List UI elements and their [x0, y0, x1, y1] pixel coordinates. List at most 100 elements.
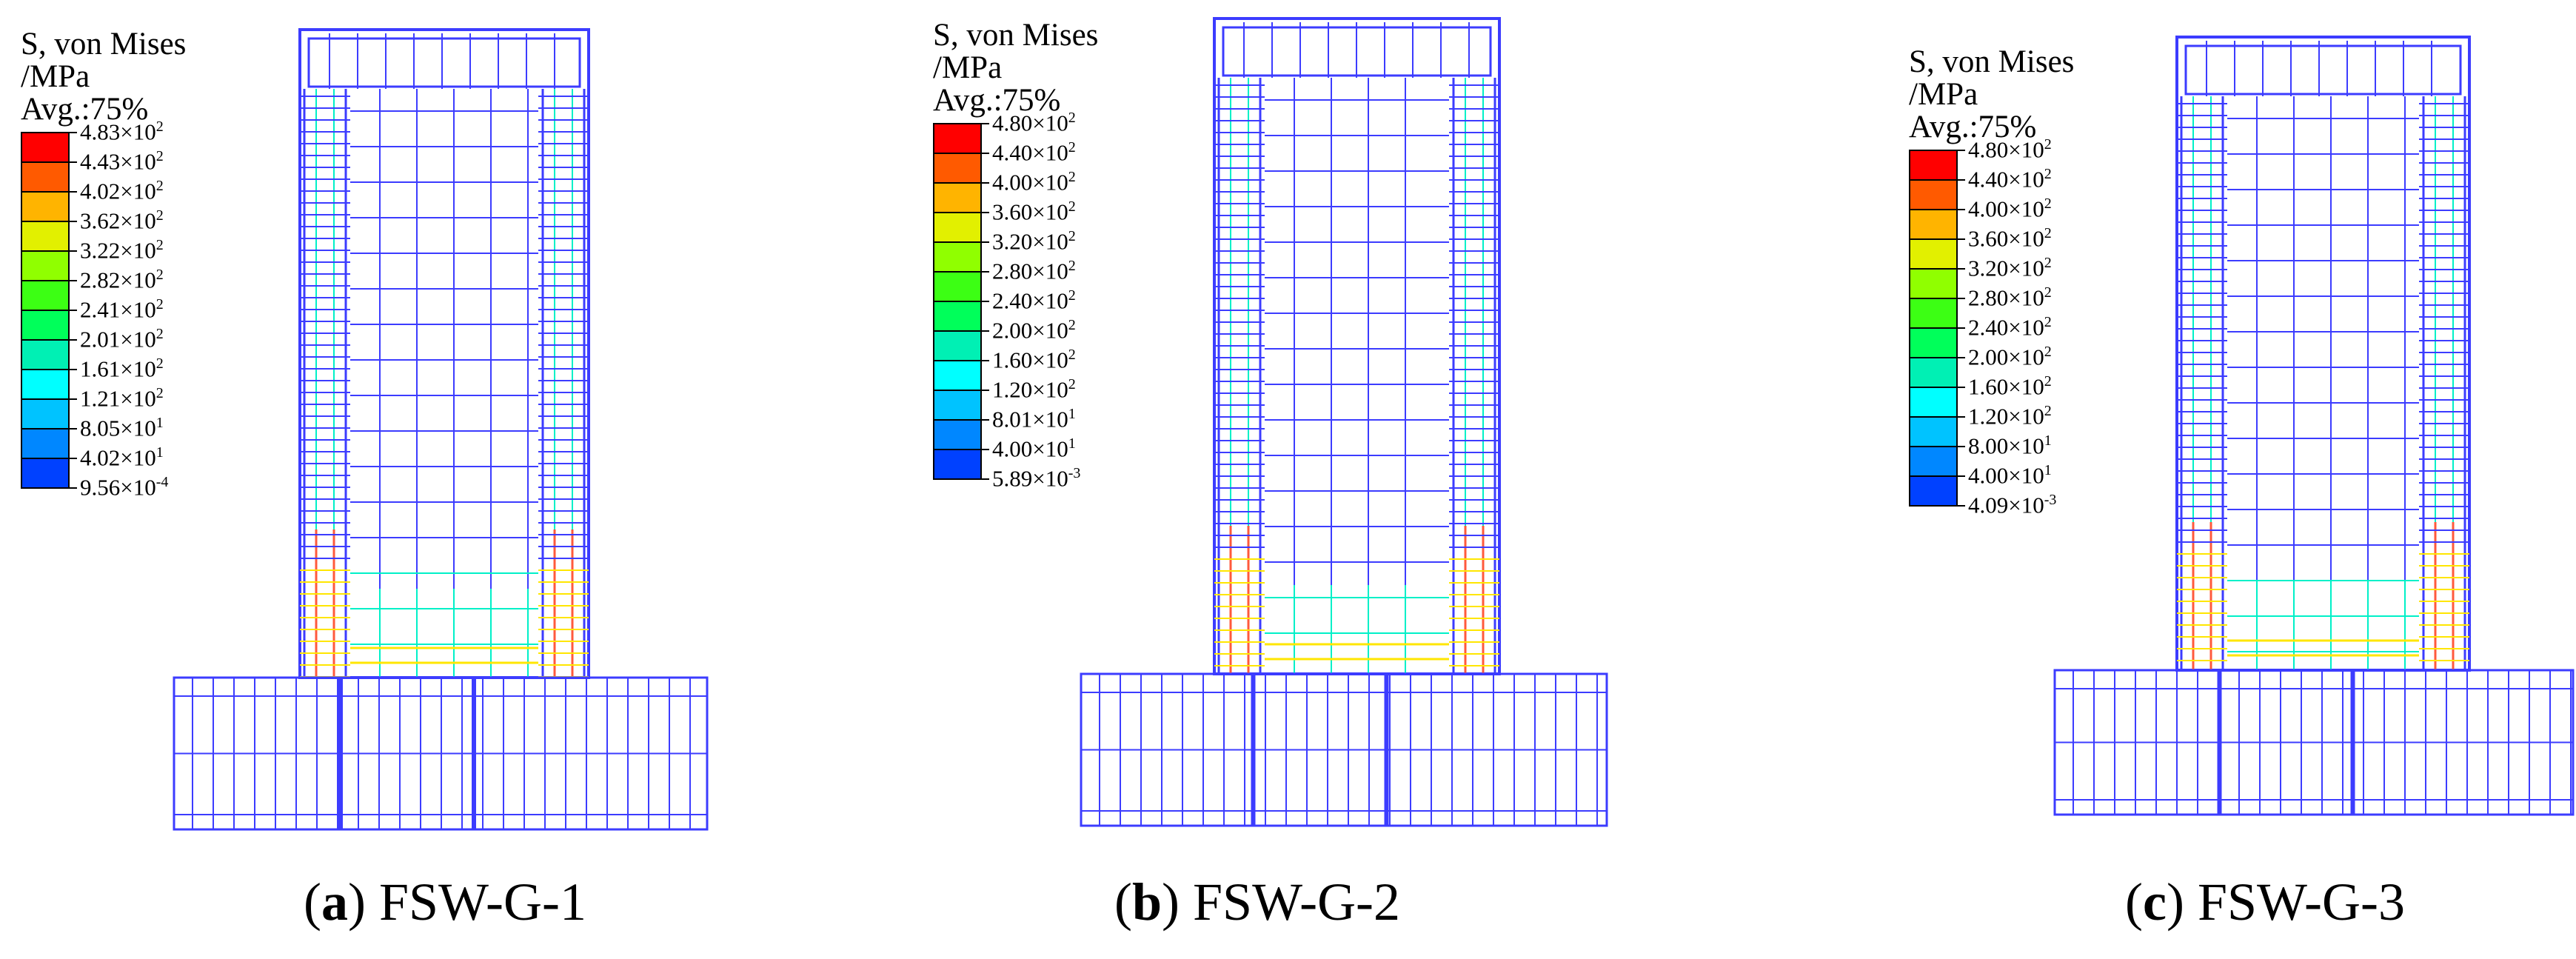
- legend-tick: [1958, 209, 1965, 210]
- legend-tick: [1958, 357, 1965, 358]
- legend-value: 4.80×102: [1968, 136, 2052, 163]
- legend-color-swatch: [1909, 446, 1958, 477]
- legend-color-swatch: [933, 153, 982, 184]
- legend-tick: [70, 280, 77, 281]
- legend-color-swatch: [933, 301, 982, 332]
- legend-value: 2.80×102: [992, 258, 1076, 284]
- legend-value: 3.60×102: [1968, 225, 2052, 252]
- legend-value: 2.01×102: [80, 326, 164, 352]
- legend-title-line-3: Avg.:75%: [21, 92, 149, 127]
- legend-color-swatch: [21, 250, 70, 281]
- legend-value: 2.80×102: [1968, 284, 2052, 311]
- legend-value: 1.61×102: [80, 355, 164, 382]
- legend-value: 4.00×102: [1968, 196, 2052, 222]
- legend-tick: [70, 487, 77, 489]
- legend-value: 4.02×102: [80, 178, 164, 204]
- fe-model-wireframe: [1080, 17, 1608, 827]
- legend-color-swatch: [1909, 475, 1958, 507]
- legend-tick: [70, 161, 77, 163]
- panel-fsw-g-3: S, von Mises /MPa Avg.:75% 4.80×102 4.40…: [1718, 0, 2576, 959]
- legend-title-line-1: S, von Mises: [933, 18, 1099, 53]
- fe-model-wireframe: [173, 28, 709, 831]
- wall-outline: [298, 28, 590, 679]
- legend-tick: [982, 419, 989, 421]
- top-beam: [2184, 44, 2462, 96]
- legend-value: 3.62×102: [80, 207, 164, 234]
- top-beam: [307, 37, 581, 88]
- legend-value: 4.00×101: [992, 435, 1076, 462]
- legend-title-line-2: /MPa: [1909, 77, 1978, 112]
- legend-value: 8.05×101: [80, 415, 164, 441]
- legend-color-swatch: [21, 221, 70, 252]
- stress-legend: S, von Mises /MPa Avg.:75% 4.80×102 4.40…: [1909, 46, 2074, 517]
- legend-tick: [982, 390, 989, 391]
- legend-tick: [982, 153, 989, 154]
- legend-tick: [982, 123, 989, 124]
- legend-tick: [982, 212, 989, 213]
- legend-color-swatch: [1909, 268, 1958, 299]
- stress-legend: S, von Mises /MPa Avg.:75% 4.80×102 4.40…: [933, 18, 1099, 490]
- legend-value: 4.40×102: [1968, 166, 2052, 193]
- legend-value: 3.60×102: [992, 198, 1076, 225]
- legend-color-swatch: [933, 212, 982, 243]
- legend-value: 2.41×102: [80, 296, 164, 323]
- legend-value: 1.20×102: [1968, 403, 2052, 430]
- legend-tick: [70, 428, 77, 430]
- legend-value: 4.00×101: [1968, 462, 2052, 489]
- legend-value: 4.02×101: [80, 444, 164, 471]
- legend-color-swatch: [1909, 179, 1958, 210]
- legend-title-line-2: /MPa: [933, 50, 1003, 85]
- legend-tick: [1958, 327, 1965, 329]
- legend-tick: [1958, 238, 1965, 240]
- legend-value: 3.22×102: [80, 237, 164, 264]
- legend-color-swatch: [1909, 357, 1958, 388]
- legend-value: 8.01×101: [992, 406, 1076, 432]
- legend-color-swatch: [933, 419, 982, 450]
- legend-title-line-3: Avg.:75%: [1909, 110, 2037, 144]
- legend-value: 4.83×102: [80, 118, 164, 145]
- legend-color-swatch: [21, 398, 70, 430]
- legend-value: 3.20×102: [992, 228, 1076, 255]
- legend-tick: [1958, 475, 1965, 477]
- legend-value: 3.20×102: [1968, 255, 2052, 281]
- legend-tick: [982, 182, 989, 184]
- panel-caption: (a) FSW-G-1: [304, 872, 586, 932]
- legend-color-swatch: [933, 449, 982, 480]
- legend-color-swatch: [933, 123, 982, 154]
- legend-color-swatch: [933, 360, 982, 391]
- panel-fsw-g-1: S, von Mises /MPa Avg.:75% 4.83×102 4.43…: [0, 0, 858, 959]
- legend-tick: [70, 369, 77, 370]
- legend-value: 8.00×101: [1968, 432, 2052, 459]
- legend-title-line-2: /MPa: [21, 59, 90, 94]
- legend-tick: [70, 191, 77, 193]
- legend-value: 5.89×10-3: [992, 465, 1081, 492]
- legend-tick: [982, 330, 989, 332]
- legend-tick: [982, 360, 989, 361]
- legend-value: 9.56×10-4: [80, 474, 169, 501]
- legend-tick: [1958, 387, 1965, 388]
- legend-tick: [982, 301, 989, 302]
- legend-tick: [982, 271, 989, 273]
- legend-value: 4.09×10-3: [1968, 492, 2057, 518]
- panel-caption: (b) FSW-G-2: [1114, 872, 1401, 932]
- legend-tick: [70, 458, 77, 459]
- legend-tick: [982, 449, 989, 450]
- legend-tick: [982, 241, 989, 243]
- legend-title-line-1: S, von Mises: [21, 27, 187, 61]
- legend-value: 2.40×102: [992, 287, 1076, 314]
- legend-value: 1.60×102: [1968, 373, 2052, 400]
- legend-value: 2.00×102: [1968, 344, 2052, 370]
- legend-color-swatch: [21, 428, 70, 459]
- legend-tick: [70, 398, 77, 400]
- legend-color-swatch: [933, 330, 982, 361]
- panel-fsw-g-2: S, von Mises /MPa Avg.:75% 4.80×102 4.40…: [859, 0, 1717, 959]
- legend-title-line-3: Avg.:75%: [933, 83, 1061, 118]
- legend-color-swatch: [1909, 150, 1958, 181]
- legend-value: 1.20×102: [992, 376, 1076, 403]
- legend-value: 2.40×102: [1968, 314, 2052, 341]
- legend-tick: [70, 250, 77, 252]
- legend-value: 1.60×102: [992, 347, 1076, 373]
- legend-tick: [1958, 416, 1965, 418]
- legend-tick: [1958, 150, 1965, 151]
- fe-model-wireframe: [2053, 36, 2575, 816]
